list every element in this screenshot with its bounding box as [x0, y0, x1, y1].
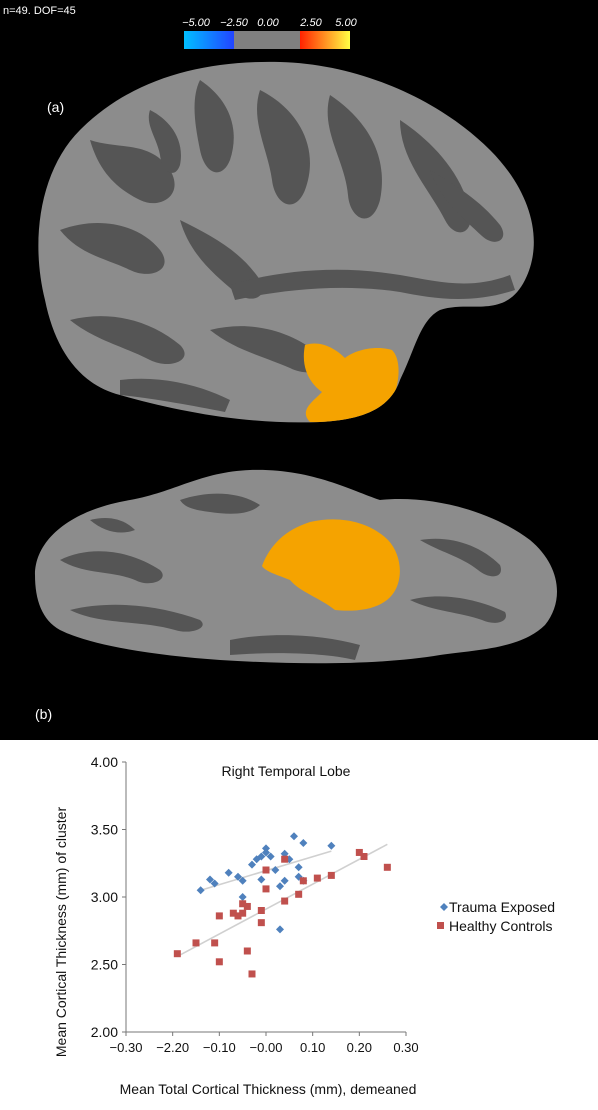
data-point-control [355, 848, 363, 856]
data-point-control [360, 853, 368, 860]
data-point-trauma [248, 860, 256, 869]
scatter-chart-panel: 2.00 2.50 3.00 3.50 4.00 −0.30 −2.20 −0.10 −0.00… [0, 740, 598, 1110]
colorbar-tick: 2.50 [300, 17, 322, 29]
data-point-control [229, 909, 237, 917]
x-tick-label: −0.10 [203, 1040, 236, 1055]
data-point-trauma [224, 868, 233, 877]
data-point-control [215, 958, 223, 966]
x-tick-label: −0.30 [110, 1040, 143, 1055]
colorbar-tick: 0.00 [257, 17, 279, 29]
data-point-control [192, 939, 200, 947]
data-point-trauma [234, 872, 242, 881]
data-point-trauma [266, 852, 275, 861]
chart-legend: Trauma Exposed Healthy Controls [437, 899, 555, 934]
data-point-control [299, 877, 307, 885]
x-tick-label: −0.00 [250, 1040, 283, 1055]
legend-marker [440, 903, 448, 911]
y-tick-label: 3.50 [91, 822, 118, 838]
brain-surface-figure [35, 61, 557, 664]
data-point-control [239, 909, 247, 917]
colorbar-neutral [234, 31, 300, 49]
legend-label: Trauma Exposed [449, 899, 555, 915]
data-point-control [248, 970, 256, 978]
ventral-brain-view [35, 469, 557, 664]
data-point-control [327, 871, 335, 879]
data-point-trauma [294, 863, 303, 872]
data-point-control [383, 863, 391, 871]
data-point-control [281, 855, 289, 863]
data-point-control [239, 900, 247, 908]
chart-title: Right Temporal Lobe [222, 763, 351, 779]
data-point-control [243, 902, 251, 910]
colorbar-tick: 5.00 [335, 17, 357, 29]
data-point-trauma [238, 893, 247, 901]
data-point-control [257, 919, 265, 927]
colorbar-negative [184, 31, 234, 49]
data-point-trauma [257, 875, 266, 884]
colorbar-tick: −5.00 [182, 17, 210, 29]
panel-label-b: (b) [35, 706, 53, 722]
data-point-trauma [290, 832, 298, 841]
legend-marker [437, 922, 444, 929]
lateral-brain-view [38, 61, 534, 423]
y-tick-label: 2.00 [91, 1024, 118, 1040]
legend-label: Healthy Controls [449, 918, 553, 934]
data-point-control [313, 874, 321, 882]
colorbar-tick-labels: −5.00 −2.50 0.00 2.50 5.00 [170, 17, 370, 31]
chart-axes: 2.00 2.50 3.00 3.50 4.00 −0.30 −2.20 −0.10 −0.00… [91, 754, 419, 1055]
data-point-trauma [299, 839, 308, 847]
data-point-control [295, 890, 303, 898]
data-point-trauma [210, 879, 219, 888]
data-point-trauma [262, 844, 270, 853]
analysis-info: n=49. DOF=45 [3, 5, 76, 17]
data-point-trauma [206, 875, 214, 884]
x-axis-label: Mean Total Cortical Thickness (mm), deme… [120, 1081, 417, 1097]
y-axis-label: Mean Cortical Thickness (mm) of cluster [53, 807, 69, 1058]
data-point-control [243, 947, 251, 955]
data-point-trauma [276, 882, 284, 891]
data-point-trauma [271, 866, 280, 874]
data-point-control [281, 897, 289, 905]
colorbar-positive [300, 31, 350, 49]
x-tick-label: 0.30 [393, 1040, 418, 1055]
data-point-trauma [262, 848, 270, 857]
chart-points [173, 832, 391, 978]
x-tick-label: 0.20 [347, 1040, 372, 1055]
y-tick-label: 2.50 [91, 957, 118, 973]
data-point-trauma [276, 925, 284, 934]
data-point-control [262, 866, 270, 874]
data-point-trauma [196, 886, 205, 895]
data-point-control [215, 912, 223, 920]
data-point-control [173, 950, 181, 958]
scatter-chart: 2.00 2.50 3.00 3.50 4.00 −0.30 −2.20 −0.10 −0.00… [53, 754, 555, 1097]
data-point-trauma [238, 876, 247, 885]
colorbar [184, 31, 350, 49]
colorbar-tick: −2.50 [220, 17, 248, 29]
x-tick-label: −2.20 [156, 1040, 189, 1055]
data-point-control [262, 885, 270, 893]
x-tick-label: 0.10 [300, 1040, 325, 1055]
data-point-trauma [280, 876, 289, 885]
data-point-control [234, 912, 242, 920]
data-point-trauma [257, 852, 266, 861]
y-tick-label: 4.00 [91, 754, 118, 770]
data-point-control [211, 939, 219, 947]
y-tick-label: 3.00 [91, 889, 118, 905]
data-point-trauma [327, 841, 336, 850]
panel-label-a: (a) [47, 99, 65, 115]
data-point-control [257, 907, 265, 914]
